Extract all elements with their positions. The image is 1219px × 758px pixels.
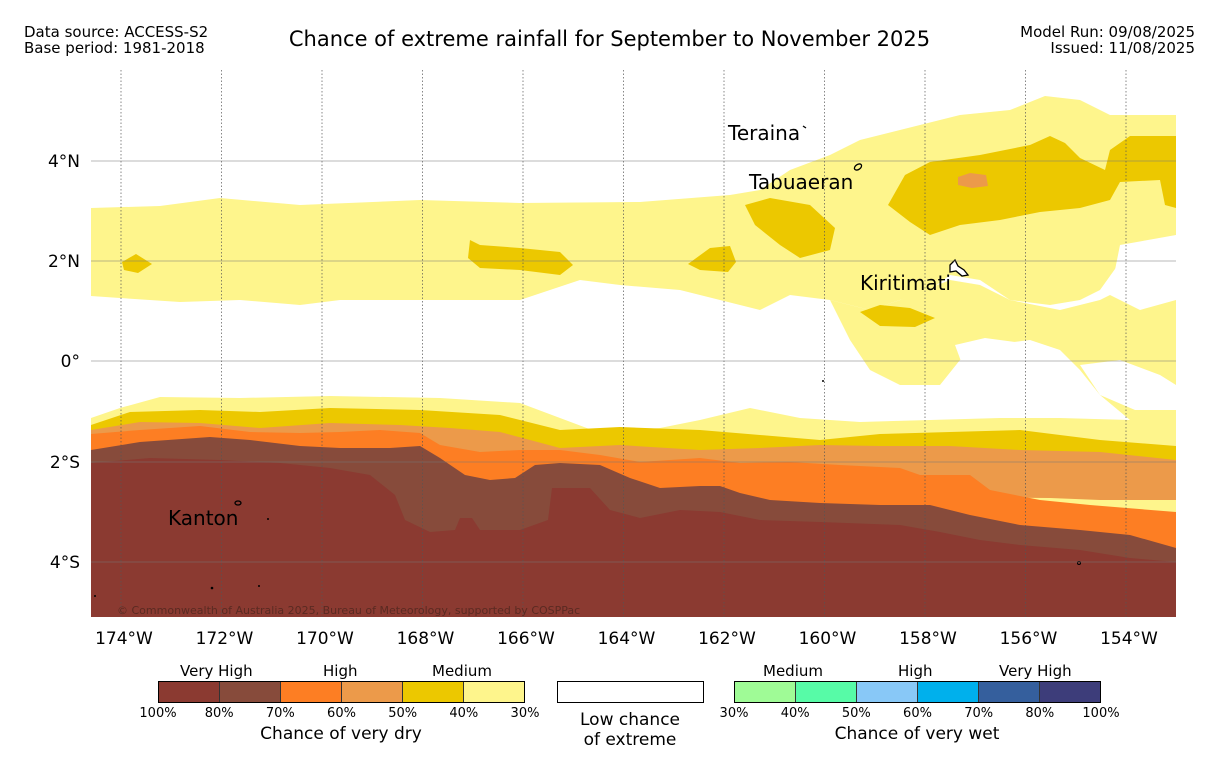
base-period-text: Base period: 1981-2018 [24, 39, 205, 57]
legend-dry-level-medium: Medium [432, 662, 492, 680]
legend-wet-level-high: High [898, 662, 933, 680]
lat-tick-label: 0° [61, 352, 80, 372]
low-chance-patch-2 [1080, 360, 1176, 410]
lon-tick-label: 154°W [1100, 629, 1158, 649]
model-run-text: Model Run: 09/08/2025 [1020, 23, 1195, 41]
lon-tick-label: 168°W [397, 629, 455, 649]
issued-text: Issued: 11/08/2025 [1050, 39, 1195, 57]
legend-color-cell [917, 682, 978, 702]
place-label-tabuaeran: Tabuaeran [748, 170, 853, 194]
legend-tick-label: 100% [139, 706, 177, 721]
lat-tick-label: 4°S [50, 553, 80, 573]
legend-wet-level-very-high: Very High [999, 662, 1072, 680]
lat-tick-label: 4°N [48, 152, 80, 172]
dry-medium-low-band-north [91, 96, 1176, 310]
lon-tick-label: 156°W [1000, 629, 1058, 649]
legend-dry-colorbar [158, 681, 525, 703]
place-label-kiritimati: Kiritimati [860, 271, 951, 295]
legend-tick-label: 80% [1025, 706, 1055, 721]
legend-tick-label: 50% [841, 706, 871, 721]
place-label-teraina: Teraina [727, 121, 800, 145]
legend-wet-caption: Chance of very wet [834, 724, 1000, 744]
low-chance-patch-3 [978, 390, 1025, 418]
kanton-island [234, 500, 242, 506]
kiritimati-island [949, 258, 970, 277]
header-right: Model Run: 09/08/2025 Issued: 11/08/2025 [1020, 24, 1195, 56]
lon-tick-label: 164°W [598, 629, 656, 649]
lat-tick-label: 2°N [48, 252, 80, 272]
dry-very-high-band [91, 458, 1176, 617]
legend-color-cell [280, 682, 341, 702]
tabuaeran-island [853, 163, 863, 171]
page-title: Chance of extreme rainfall for September… [288, 27, 931, 51]
lon-tick-label: 172°W [196, 629, 254, 649]
legend-color-cell [978, 682, 1039, 702]
small-island [210, 586, 214, 590]
legend-low-chance-caption-1: Low chance [580, 710, 680, 730]
legend-color-cell [735, 682, 795, 702]
legend-tick-label: 30% [510, 706, 540, 721]
legend-wet-colorbar [734, 681, 1101, 703]
legend-low-chance-caption-2: of extreme [583, 730, 677, 750]
legend-tick-label: 40% [780, 706, 810, 721]
rainfall-map: 174°W 172°W 170°W 168°W 166°W 164°W 162°W 160°W… [48, 70, 1176, 649]
dry-medium-patch-1 [122, 254, 152, 273]
lon-tick-label: 158°W [899, 629, 957, 649]
legend-tick-label: 80% [204, 706, 234, 721]
lat-tick-label: 2°S [50, 453, 80, 473]
legend-color-cell [463, 682, 524, 702]
legend-color-cell [402, 682, 463, 702]
longitude-labels: 174°W 172°W 170°W 168°W 166°W 164°W 162°W 160°W… [95, 629, 1158, 649]
legend-dry-level-high: High [323, 662, 358, 680]
small-island [1077, 561, 1081, 565]
legend-color-cell [341, 682, 402, 702]
lon-tick-label: 162°W [698, 629, 756, 649]
dry-medium-low-band-east [830, 270, 1176, 420]
legend-wet-level-medium: Medium [763, 662, 823, 680]
legend-tick-label: 50% [388, 706, 418, 721]
map-gridlines [91, 70, 1176, 617]
dry-high-low-patch [958, 173, 988, 188]
legend-tick-label: 60% [327, 706, 356, 721]
small-island [258, 585, 260, 587]
lon-tick-label: 170°W [296, 629, 354, 649]
lon-tick-label: 174°W [95, 629, 153, 649]
teraina-island [802, 125, 807, 129]
small-island [267, 518, 269, 520]
legend-color-cell [219, 682, 280, 702]
legend-color-cell [1039, 682, 1100, 702]
legend-tick-label: 60% [903, 706, 932, 721]
lon-tick-label: 160°W [799, 629, 857, 649]
legend-color-cell [159, 682, 219, 702]
legend-color-cell [856, 682, 917, 702]
legend-low-chance-swatch [557, 681, 704, 703]
dry-medium-patch-2 [468, 240, 573, 275]
legend-tick-label: 100% [1082, 706, 1120, 721]
legend-tick-label: 70% [265, 706, 295, 721]
low-chance-patch-1 [955, 338, 1025, 368]
small-island [94, 595, 96, 597]
lon-tick-label: 166°W [497, 629, 555, 649]
copyright-text: © Commonwealth of Australia 2025, Bureau… [117, 604, 580, 617]
header-left: Data source: ACCESS-S2 Base period: 1981… [24, 24, 208, 56]
low-chance-patch-4 [1110, 235, 1176, 310]
data-source-text: Data source: ACCESS-S2 [24, 23, 209, 41]
legend-dry-caption: Chance of very dry [260, 724, 422, 744]
small-island [822, 380, 824, 382]
place-label-kanton: Kanton [168, 506, 238, 530]
dry-medium-patch-4 [745, 198, 835, 258]
latitude-labels: 4°N 2°N 0° 2°S 4°S [48, 152, 80, 573]
legend-tick-label: 70% [964, 706, 994, 721]
legend-tick-label: 30% [719, 706, 749, 721]
dry-medium-patch-5 [860, 305, 935, 327]
legend-tick-label: 40% [449, 706, 479, 721]
legend-dry-level-very-high: Very High [180, 662, 253, 680]
legend-color-cell [795, 682, 856, 702]
